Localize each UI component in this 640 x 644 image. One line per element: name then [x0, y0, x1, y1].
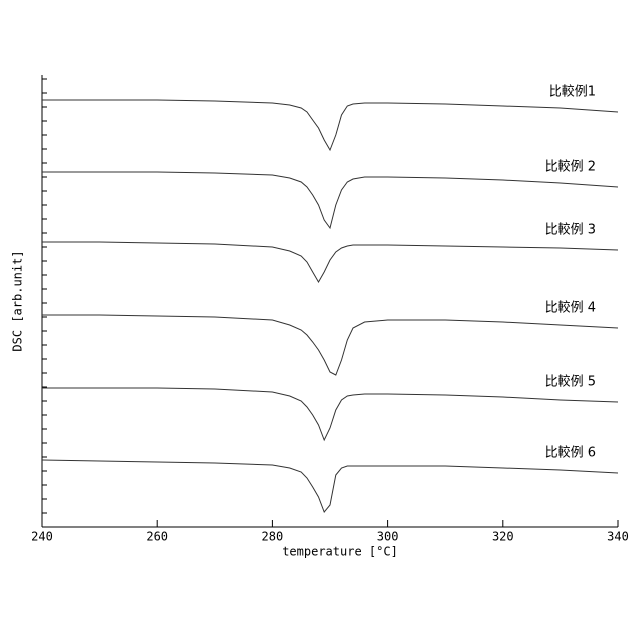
y-axis-label: DSC [arb.unit] — [11, 250, 25, 351]
series-label: 比較例 5 — [545, 375, 596, 390]
x-tick-label: 280 — [262, 530, 284, 544]
x-tick-label: 240 — [31, 530, 53, 544]
series-label: 比較例 6 — [545, 446, 596, 461]
chart: temperature [°C] DSC [arb.unit] 240 260 28… — [0, 0, 640, 640]
x-tick-label: 340 — [607, 530, 629, 544]
series-label: 比較例 4 — [545, 301, 596, 316]
series-label: 比較例 3 — [545, 223, 596, 238]
series-label: 比較例 2 — [545, 160, 596, 175]
x-tick-label: 260 — [146, 530, 168, 544]
x-axis-label: temperature [°C] — [282, 545, 398, 559]
x-tick-label: 300 — [377, 530, 399, 544]
x-tick-label: 320 — [492, 530, 514, 544]
series-label: 比較例1 — [549, 85, 596, 100]
